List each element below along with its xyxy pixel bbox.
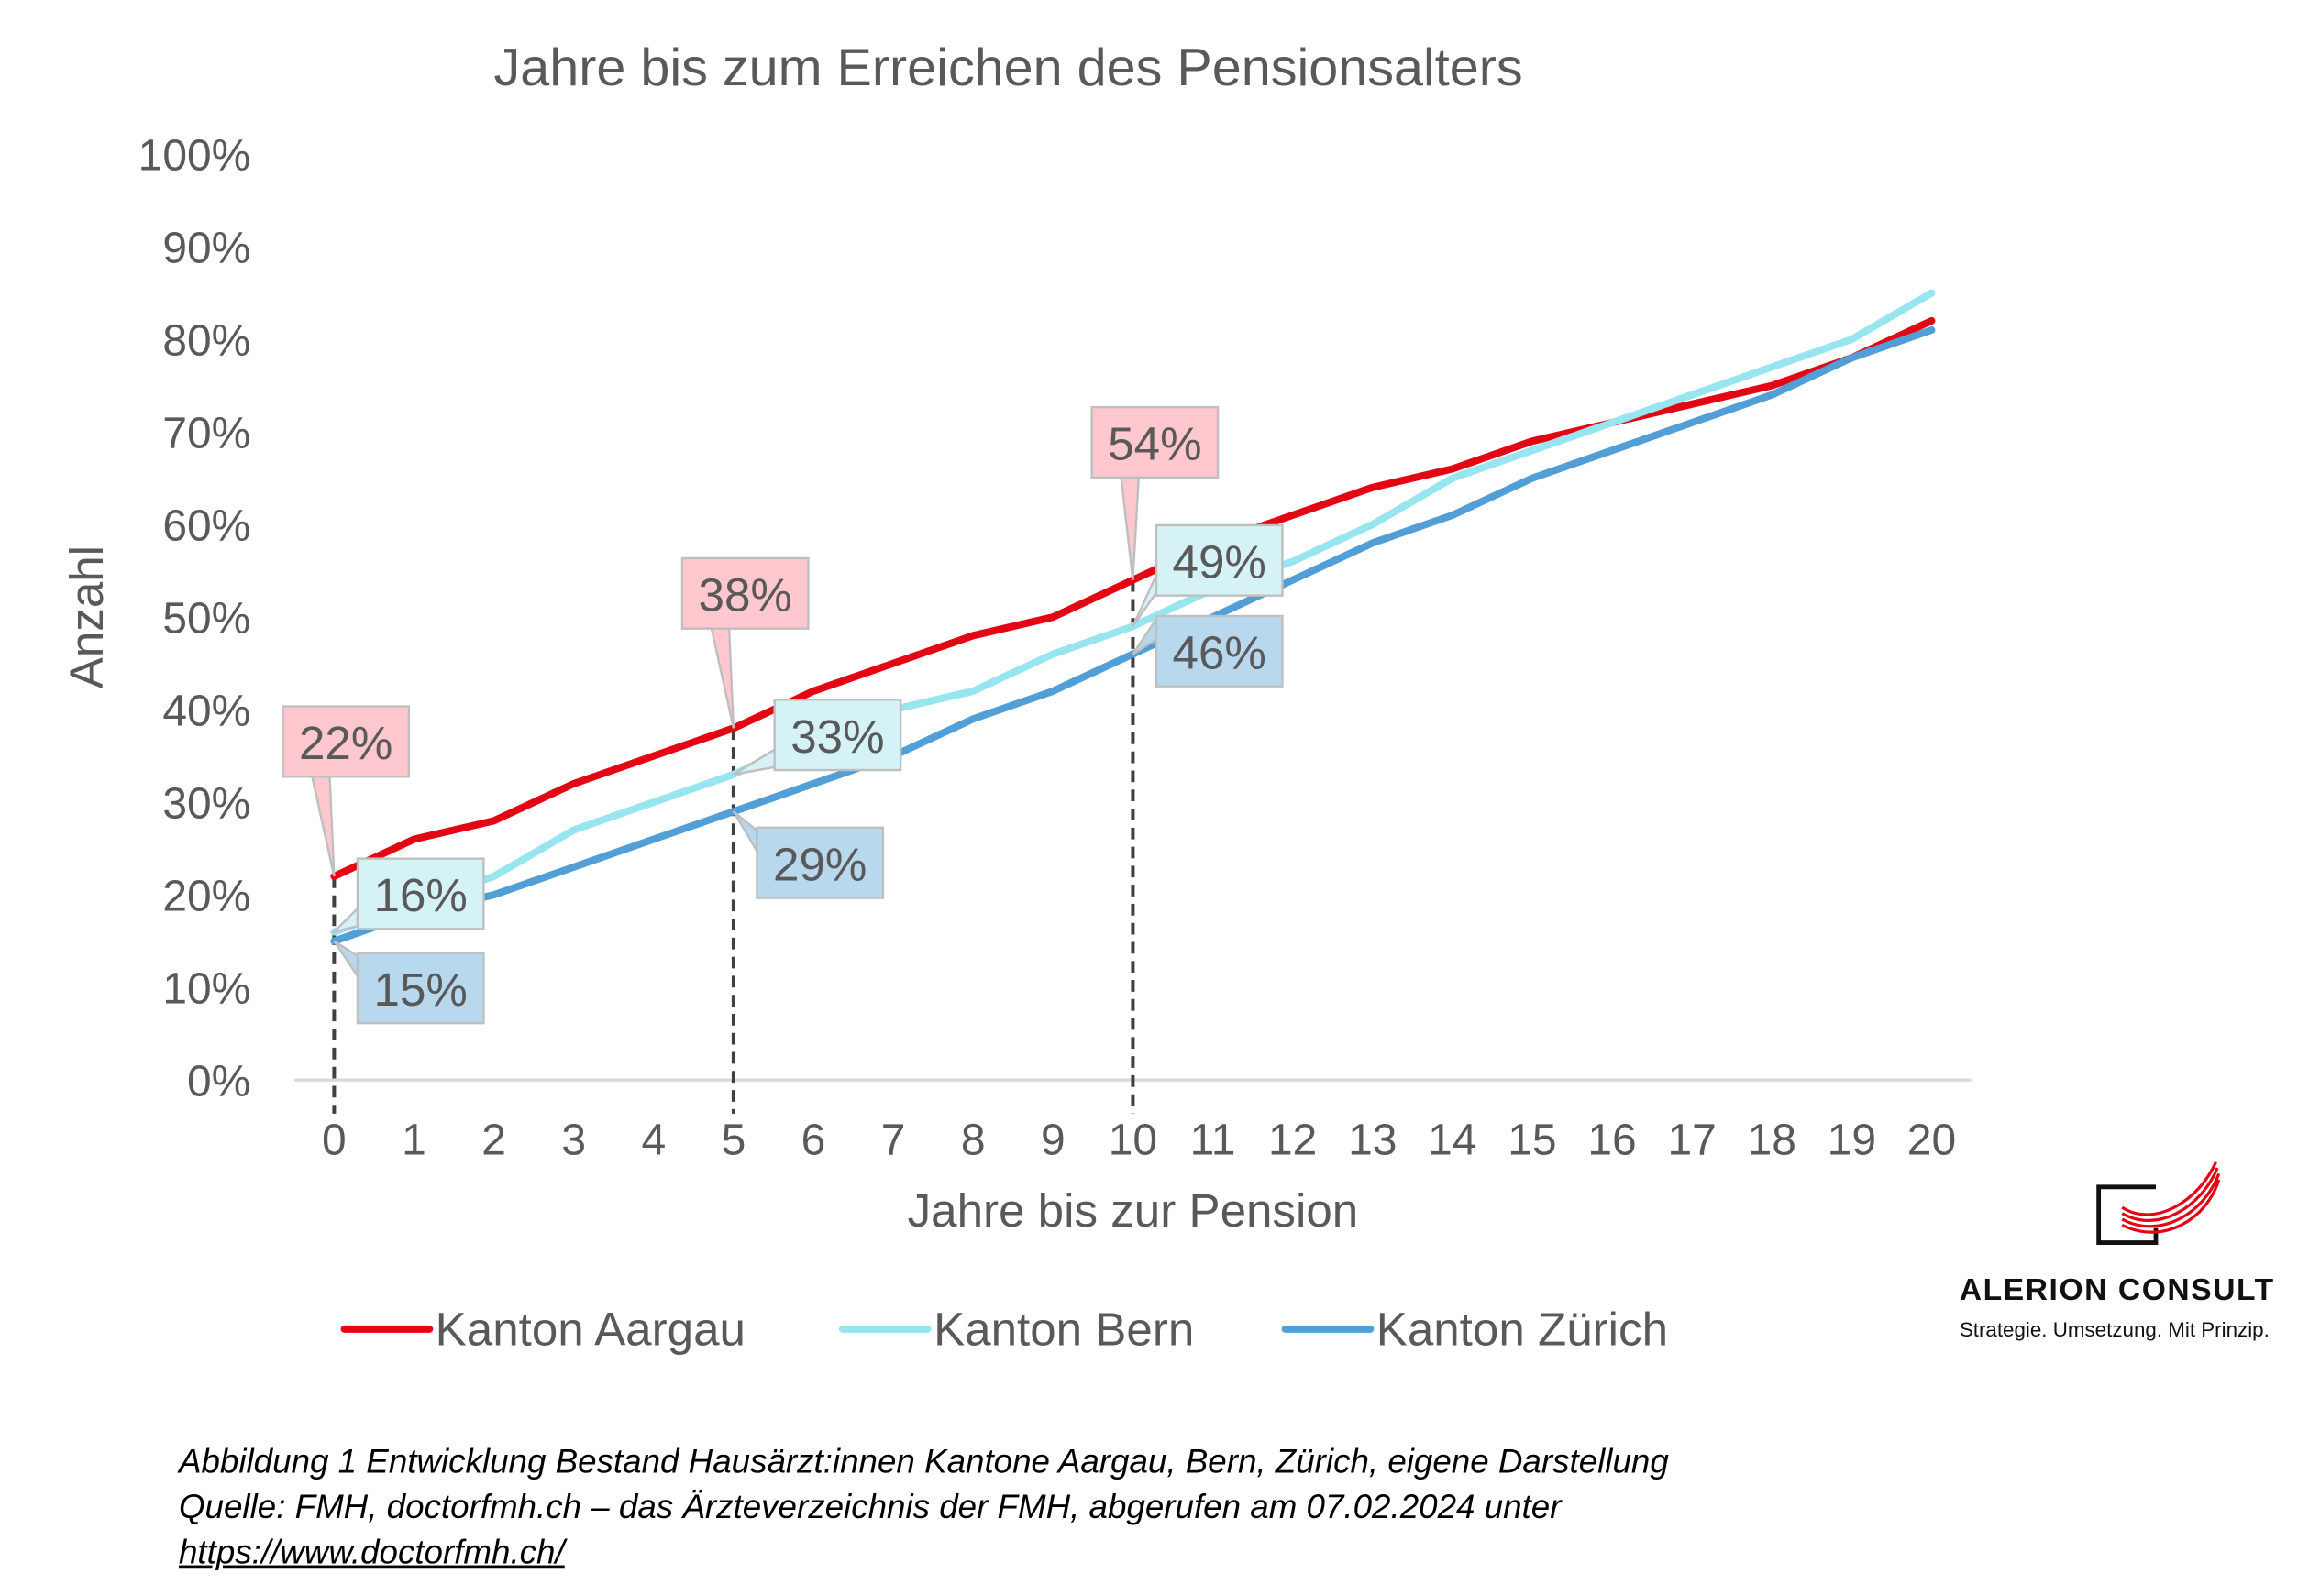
data-label: 38% bbox=[699, 568, 792, 621]
logo-name: ALERION CONSULT bbox=[1960, 1273, 2275, 1307]
data-label-callout: 49% bbox=[1132, 523, 1284, 627]
data-label-callout: 29% bbox=[732, 810, 885, 899]
data-label-callout: 46% bbox=[1132, 614, 1284, 688]
caption-line-2: Quelle: FMH, doctorfmh.ch – das Ärztever… bbox=[179, 1488, 1563, 1525]
x-tick-label: 19 bbox=[1828, 1117, 1876, 1165]
caption-line-1: Abbildung 1 Entwicklung Bestand Hausärzt… bbox=[177, 1442, 1669, 1480]
x-tick-label: 11 bbox=[1190, 1117, 1236, 1165]
y-tick-label: 30% bbox=[162, 780, 250, 829]
data-label: 49% bbox=[1173, 535, 1266, 588]
logo-tagline: Strategie. Umsetzung. Mit Prinzip. bbox=[1960, 1318, 2270, 1341]
data-label: 29% bbox=[773, 838, 867, 890]
legend: Kanton Aargau Kanton Bern Kanton Zürich bbox=[340, 1303, 1668, 1355]
x-tick-label: 20 bbox=[1907, 1117, 1956, 1165]
x-tick-label: 14 bbox=[1428, 1117, 1476, 1165]
x-tick-label: 12 bbox=[1268, 1117, 1317, 1165]
legend-item[interactable]: Kanton Aargau bbox=[340, 1303, 746, 1355]
x-tick-label: 16 bbox=[1587, 1117, 1636, 1165]
data-label-callout: 33% bbox=[733, 699, 902, 776]
y-tick-label: 10% bbox=[162, 965, 250, 1014]
source-link[interactable]: https://www.doctorfmh.ch/ bbox=[179, 1534, 569, 1571]
data-label-callout: 15% bbox=[333, 940, 485, 1025]
x-tick-label: 7 bbox=[881, 1117, 906, 1165]
logo-wing-icon bbox=[2121, 1161, 2221, 1234]
x-tick-label: 9 bbox=[1041, 1117, 1066, 1165]
y-tick-label: 40% bbox=[162, 688, 250, 736]
x-tick-label: 0 bbox=[322, 1117, 347, 1165]
x-tick-label: 5 bbox=[722, 1117, 746, 1165]
caption: Abbildung 1 Entwicklung Bestand Hausärzt… bbox=[177, 1442, 1669, 1570]
chart-title: Jahre bis zum Erreichen des Pensionsalte… bbox=[494, 39, 1523, 97]
y-tick-label: 90% bbox=[162, 225, 250, 273]
x-tick-label: 2 bbox=[481, 1117, 506, 1165]
y-tick-label: 20% bbox=[162, 873, 250, 921]
data-label: 46% bbox=[1173, 627, 1266, 679]
y-tick-label: 0% bbox=[187, 1058, 250, 1106]
data-label-callout: 16% bbox=[330, 857, 485, 934]
data-label-callout: 38% bbox=[680, 556, 810, 729]
y-tick-label: 100% bbox=[138, 132, 251, 181]
y-tick-label: 50% bbox=[162, 595, 250, 644]
x-tick-label: 1 bbox=[402, 1117, 426, 1165]
x-tick-label: 10 bbox=[1109, 1117, 1157, 1165]
x-tick-label: 6 bbox=[801, 1117, 826, 1165]
y-axis-title: Anzahl bbox=[61, 545, 113, 688]
data-label: 16% bbox=[374, 869, 468, 921]
y-tick-label: 60% bbox=[162, 502, 250, 551]
data-label: 54% bbox=[1108, 418, 1201, 470]
alerion-logo: ALERION CONSULT Strategie. Umsetzung. Mi… bbox=[1960, 1161, 2275, 1341]
x-tick-label: 8 bbox=[961, 1117, 986, 1165]
x-tick-label: 4 bbox=[641, 1117, 666, 1165]
x-tick-label: 13 bbox=[1348, 1117, 1397, 1165]
legend-label: Kanton Bern bbox=[934, 1303, 1194, 1355]
y-tick-label: 80% bbox=[162, 317, 250, 366]
legend-label: Kanton Aargau bbox=[436, 1303, 746, 1355]
x-tick-label: 17 bbox=[1667, 1117, 1716, 1165]
data-label-callout: 54% bbox=[1090, 405, 1220, 580]
legend-label: Kanton Zürich bbox=[1376, 1303, 1668, 1355]
x-axis-title: Jahre bis zur Pension bbox=[908, 1184, 1359, 1237]
logo-bracket-icon bbox=[2096, 1184, 2159, 1245]
legend-item[interactable]: Kanton Bern bbox=[838, 1303, 1194, 1355]
data-label: 15% bbox=[374, 963, 468, 1016]
data-label: 22% bbox=[299, 717, 392, 769]
x-tick-label: 3 bbox=[561, 1117, 586, 1165]
legend-item[interactable]: Kanton Zürich bbox=[1281, 1303, 1668, 1355]
y-tick-label: 70% bbox=[162, 410, 250, 458]
x-tick-label: 15 bbox=[1508, 1117, 1556, 1165]
x-tick-label: 18 bbox=[1748, 1117, 1796, 1165]
data-label-callout: 22% bbox=[282, 705, 411, 877]
data-label: 33% bbox=[790, 710, 884, 763]
